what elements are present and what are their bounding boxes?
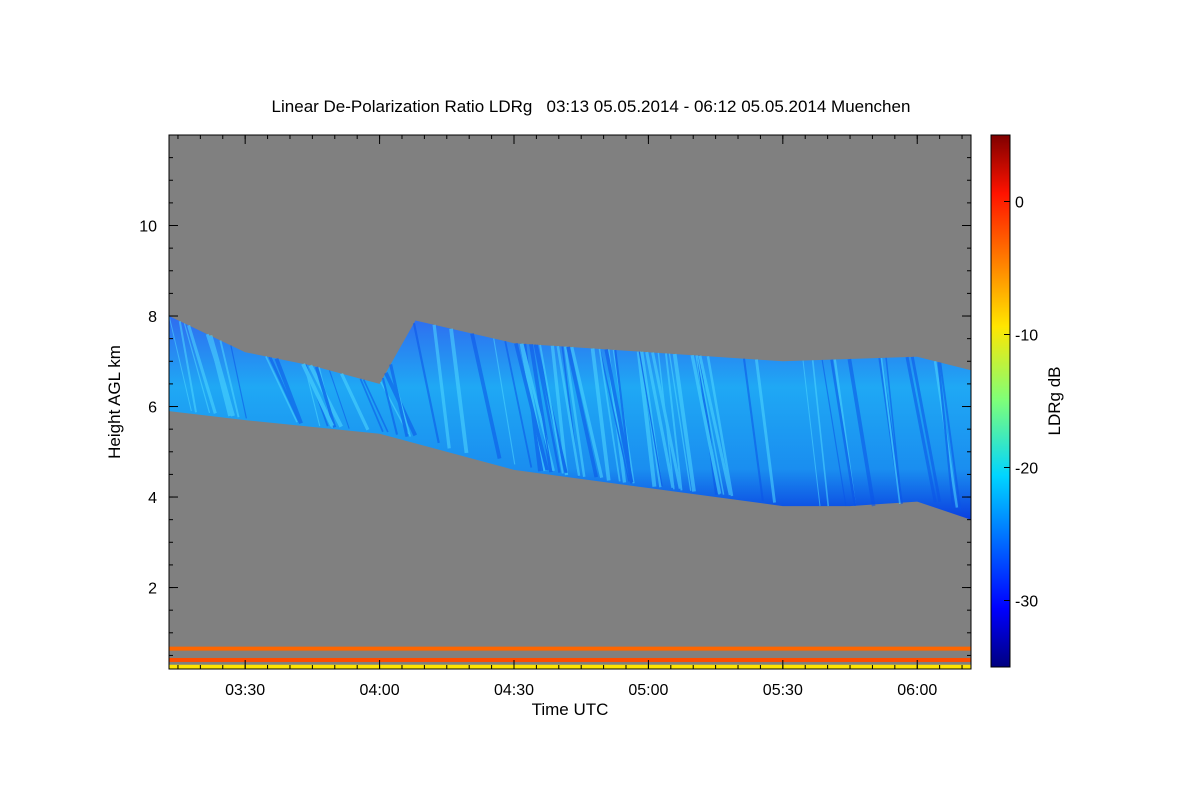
cloud-streak [493, 338, 516, 465]
ground-band [169, 646, 971, 651]
cloud-streak [668, 353, 692, 491]
cloud-streak [268, 356, 301, 423]
x-tick-label: 04:30 [494, 682, 534, 699]
cloud-streak [274, 357, 303, 424]
cloud-streak [939, 362, 962, 510]
cloud-streak [381, 377, 399, 435]
colorbar-tick-label: -10 [1015, 328, 1038, 345]
cloud-streak [314, 366, 337, 428]
cloud-streak [638, 351, 663, 487]
colorbar-ticks: 0 -10 -20 -30 [1004, 195, 1038, 611]
colorbar [990, 134, 1011, 668]
cloud-streak [696, 355, 725, 495]
cloud-streak [178, 320, 197, 413]
cloud-streak [599, 348, 630, 482]
cloud-streak [550, 345, 569, 476]
x-tick-label: 04:00 [360, 682, 400, 699]
cloud-streak [905, 356, 937, 503]
ground-band [169, 664, 971, 669]
cloud-streak [529, 344, 553, 473]
cloud-streak [811, 360, 830, 507]
cloud-streak [219, 340, 240, 418]
cloud-streak [672, 353, 696, 492]
axis-tick-labels: 03:30 04:00 04:30 05:00 05:30 06:00 2 4 6 8 10 [139, 219, 937, 699]
cloud-streak [742, 358, 764, 501]
cloud-streak [504, 340, 533, 468]
cloud-streak [230, 345, 247, 419]
y-tick-label: 10 [139, 219, 157, 236]
cloud-streak [706, 356, 734, 497]
y-tick-label: 6 [148, 400, 157, 417]
cloud-streak [470, 333, 502, 459]
x-tick-label: 03:30 [225, 682, 265, 699]
cloud-streak [645, 351, 675, 489]
cloud-streak [301, 363, 335, 427]
cloud-streak [449, 328, 469, 454]
cloud-streak [533, 344, 561, 473]
cloud-streak [514, 342, 549, 471]
cloud-streak [412, 322, 440, 444]
data-layer [169, 315, 971, 669]
colorbar-tick-label: 0 [1015, 195, 1024, 212]
cloud-streak [183, 323, 211, 414]
y-tick-label: 2 [148, 581, 157, 598]
cloud-streak [598, 348, 621, 482]
cloud-streak [636, 351, 657, 487]
cloud-streak [937, 362, 955, 509]
cloud-streak [359, 378, 384, 433]
cloud-streak [847, 358, 876, 507]
plot-frame [168, 134, 972, 670]
cloud-streak [362, 379, 389, 433]
colorbar-tick-label: -20 [1015, 461, 1038, 478]
y-tick-label: 8 [148, 309, 157, 326]
cloud-streak [690, 354, 722, 495]
cloud-streak [880, 357, 901, 505]
cloud-streak [556, 345, 581, 476]
cloud-streaks [169, 315, 962, 510]
cloud-streak [802, 360, 821, 507]
cloud-streak [570, 346, 604, 479]
x-tick-label: 05:30 [763, 682, 803, 699]
y-tick-label: 4 [148, 490, 157, 507]
colorbar-tick-label: -30 [1015, 594, 1038, 611]
x-axis-title: Time UTC [532, 700, 609, 719]
cloud-streak [821, 359, 847, 507]
cloud-streak [539, 344, 564, 474]
cloud-streak [534, 344, 566, 473]
x-tick-label: 06:00 [897, 682, 937, 699]
chart-title: Linear De-Polarization Ratio LDRg 03:13 … [271, 97, 911, 116]
ground-band [169, 657, 971, 662]
cloud-streak [590, 348, 611, 481]
cloud-streak [207, 334, 233, 417]
cloud-streak [187, 324, 217, 414]
y-axis-title: Height AGL km [105, 345, 124, 459]
cloud-streak [657, 352, 675, 490]
cloud-streak [265, 356, 298, 423]
axis-ticks [169, 135, 971, 669]
cloud-streak [432, 324, 451, 449]
cloud-streak [698, 355, 732, 496]
cloud-streak [664, 353, 683, 491]
cloud-streak [169, 315, 192, 412]
cloud-streak [328, 370, 350, 429]
cloud-streak [389, 364, 409, 437]
cloud-streak [340, 372, 370, 431]
cloud-streak [604, 349, 634, 483]
cloud-streak [830, 359, 857, 507]
cloud-streak [566, 346, 599, 478]
cloud-streak [910, 356, 942, 503]
colorbar-title: LDRg dB [1045, 367, 1064, 436]
cloud-streak [614, 349, 633, 484]
cloud-streak [754, 359, 776, 503]
cloud-streak [563, 346, 586, 477]
x-tick-label: 05:00 [628, 682, 668, 699]
